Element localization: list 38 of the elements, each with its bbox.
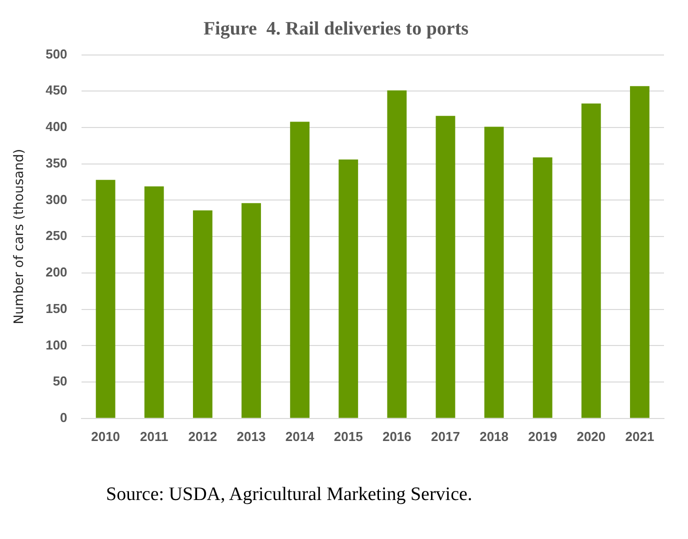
y-tick-label: 0 — [60, 410, 68, 425]
y-tick-label: 100 — [46, 337, 68, 352]
y-tick-label: 150 — [46, 300, 68, 316]
x-tick-label: 2021 — [625, 428, 654, 444]
x-tick-label: 2011 — [140, 428, 168, 444]
bar — [532, 157, 552, 418]
bar — [436, 116, 456, 418]
x-tick-label: 2017 — [431, 428, 460, 444]
y-axis-title: Number of cars (thousand) — [12, 148, 28, 324]
x-tick-label: 2013 — [236, 428, 266, 444]
y-tick-label: 450 — [46, 82, 68, 98]
x-tick-label: 2010 — [91, 428, 120, 444]
source-note: Source: USDA, Agricultural Marketing Service. — [105, 484, 474, 506]
bar — [242, 203, 261, 418]
y-tick-label: 200 — [46, 264, 68, 280]
bar — [144, 186, 164, 418]
x-tick-label: 2016 — [382, 428, 412, 444]
y-tick-label: 300 — [46, 192, 68, 207]
bar — [338, 160, 358, 418]
y-tick-label: 400 — [46, 119, 68, 134]
x-tick-label: 2019 — [528, 428, 558, 444]
x-tick-label: 2014 — [285, 428, 316, 444]
bar — [96, 180, 116, 418]
bar — [290, 122, 310, 418]
y-tick-label: 50 — [52, 374, 68, 389]
y-tick-label: 250 — [46, 228, 68, 244]
bar — [630, 86, 650, 418]
x-tick-label: 2015 — [334, 428, 363, 444]
bar — [484, 126, 504, 418]
bar — [581, 104, 601, 418]
y-tick-label: 500 — [46, 46, 68, 62]
x-tick-label: 2012 — [188, 428, 218, 444]
y-tick-label: 350 — [46, 155, 68, 170]
bar — [387, 90, 407, 418]
bar — [192, 210, 212, 418]
chart-title: Figure 4. Rail deliveries to ports — [203, 18, 469, 40]
x-tick-label: 2018 — [480, 428, 509, 444]
x-tick-label: 2020 — [576, 428, 606, 444]
